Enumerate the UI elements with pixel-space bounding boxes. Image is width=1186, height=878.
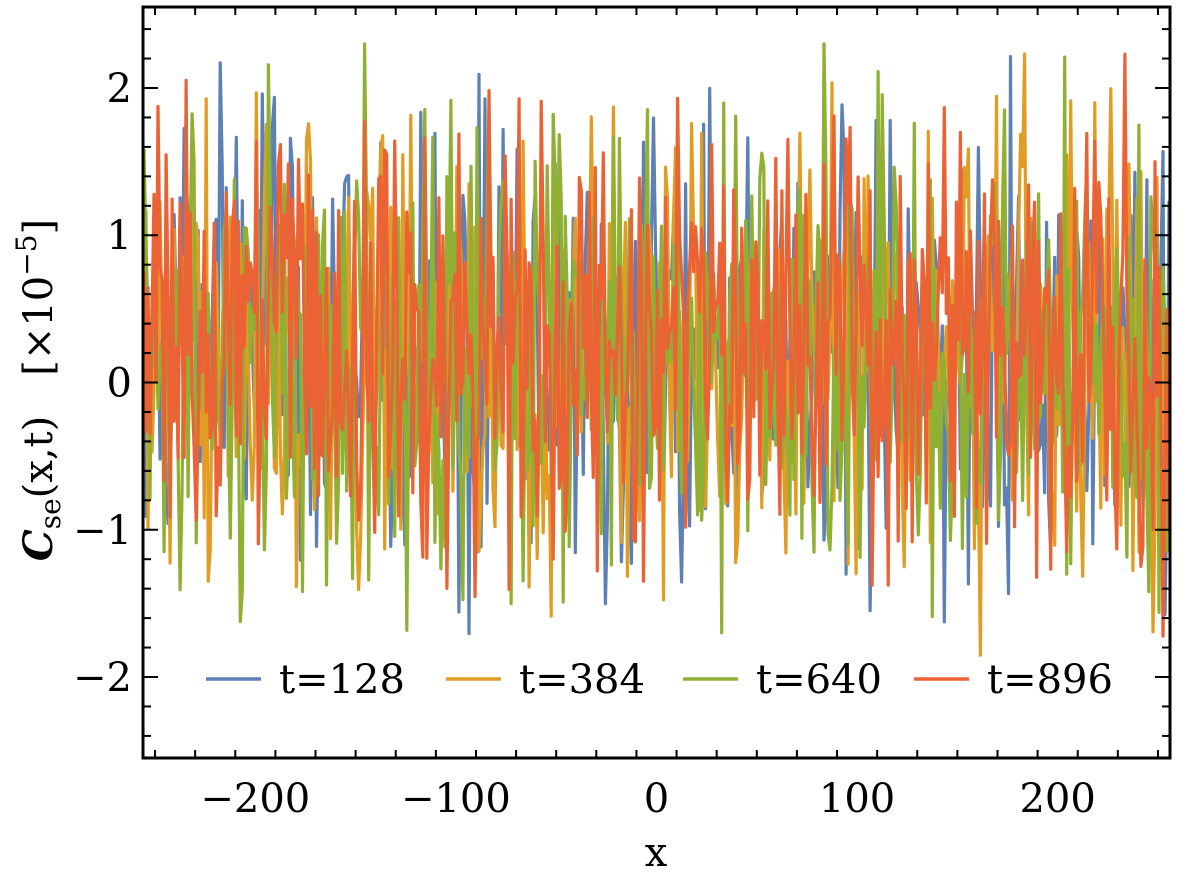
legend-label-1: t=128: [279, 657, 405, 703]
x-axis-ticks: −200 −100 0 100 200: [154, 7, 1159, 822]
series-line-4: [143, 52, 1170, 638]
y-axis-ticks: −2 −1 0 1 2: [73, 28, 1170, 737]
y-axis-title: Cse(x,t) [×10−5]: [10, 219, 67, 561]
y-tick-label: 2: [107, 66, 132, 112]
y-tick-label: 0: [107, 361, 132, 407]
y-axis-title-subscript: se: [34, 498, 67, 529]
x-tick-label: 100: [819, 776, 895, 822]
series-layer: [143, 42, 1170, 657]
y-tick-label: 1: [107, 213, 132, 259]
legend-label-2: t=384: [519, 657, 645, 703]
y-axis-title-scale-close: ]: [16, 219, 62, 235]
y-tick-label: −2: [73, 655, 132, 701]
legend: t=128 t=384 t=640 t=896: [206, 657, 1113, 703]
x-tick-label: 200: [1019, 776, 1095, 822]
y-axis-title-args: (x,t): [16, 416, 62, 499]
x-tick-label: −100: [401, 776, 511, 822]
x-axis-title: x: [645, 830, 668, 876]
y-axis-title-symbol: C: [15, 529, 62, 561]
y-axis-title-scale: [×10: [16, 276, 62, 376]
x-tick-label: −200: [200, 776, 310, 822]
legend-label-4: t=896: [987, 657, 1113, 703]
x-tick-label: 0: [644, 776, 669, 822]
y-tick-label: −1: [73, 508, 132, 554]
legend-label-3: t=640: [756, 657, 882, 703]
y-axis-title-scale-exponent: −5: [10, 234, 43, 275]
